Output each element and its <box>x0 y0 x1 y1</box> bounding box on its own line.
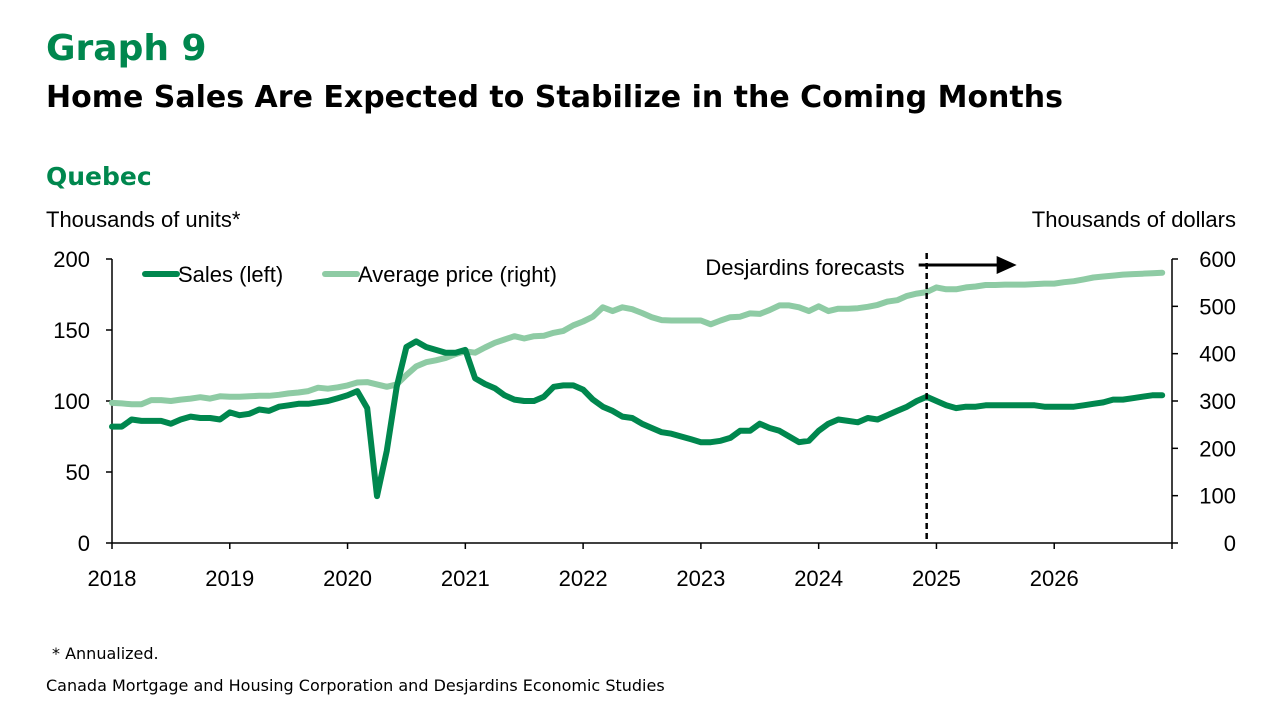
y-tick-label-right: 400 <box>1199 342 1236 367</box>
chart-subtitle: Quebec <box>46 162 152 191</box>
y-tick-label-left: 150 <box>53 318 90 343</box>
y-tick-label-right: 100 <box>1199 484 1236 509</box>
axes: 0 50 100 150 200 0 100 200 300 400 500 600 2018 2019 2… <box>53 247 1236 591</box>
y-tick-label-right: 200 <box>1199 436 1236 461</box>
y-axis-right-label: Thousands of dollars <box>1032 207 1236 232</box>
x-tick-label: 2022 <box>559 566 608 591</box>
y-tick-label-right: 300 <box>1199 389 1236 414</box>
y-tick-label-left: 100 <box>53 389 90 414</box>
y-tick-label-right: 600 <box>1199 247 1236 272</box>
footnote: * Annualized. <box>52 644 159 663</box>
y-tick-label-right: 0 <box>1224 531 1236 556</box>
forecast-marker: Desjardins forecasts <box>705 253 1017 543</box>
legend-label-average-price: Average price (right) <box>358 262 557 287</box>
y-tick-label-left: 0 <box>78 531 90 556</box>
y-tick-label-right: 500 <box>1199 294 1236 319</box>
x-tick-label: 2021 <box>441 566 490 591</box>
x-tick-label: 2026 <box>1030 566 1079 591</box>
x-tick-label: 2024 <box>794 566 843 591</box>
average-price-line <box>109 269 1166 408</box>
graph-number: Graph 9 <box>46 28 207 69</box>
sales-line <box>109 338 1166 500</box>
x-tick-label: 2025 <box>912 566 961 591</box>
y-tick-label-left: 200 <box>53 247 90 272</box>
forecast-arrowhead-icon <box>996 256 1017 274</box>
source-note: Canada Mortgage and Housing Corporation … <box>46 676 665 695</box>
x-tick-label: 2023 <box>676 566 725 591</box>
y-tick-label-left: 50 <box>66 460 90 485</box>
x-tick-label: 2019 <box>205 566 254 591</box>
x-tick-label: 2018 <box>88 566 137 591</box>
forecast-label: Desjardins forecasts <box>705 255 904 280</box>
series-layer <box>109 269 1166 500</box>
x-tick-label: 2020 <box>323 566 372 591</box>
legend-label-sales: Sales (left) <box>178 262 283 287</box>
y-axis-left-label: Thousands of units* <box>46 207 241 232</box>
legend: Sales (left) Average price (right) <box>142 262 557 287</box>
chart-title: Home Sales Are Expected to Stabilize in … <box>46 80 1063 115</box>
